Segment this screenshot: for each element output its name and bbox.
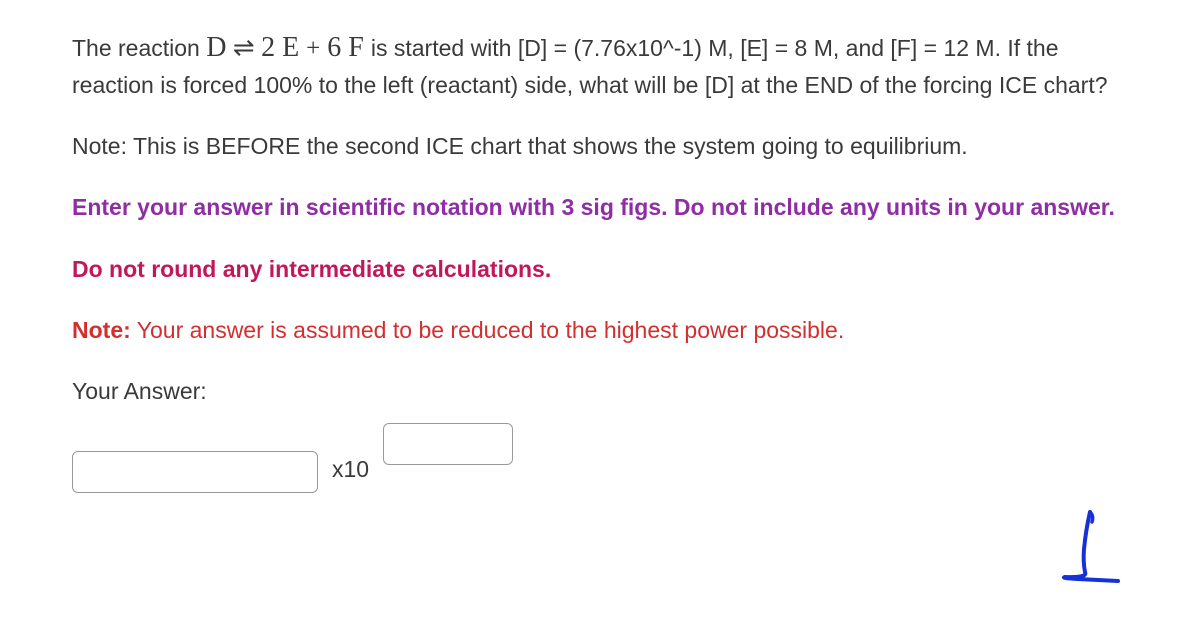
x10-label: x10 — [332, 453, 369, 486]
note-highest-power: Note: Your answer is assumed to be reduc… — [72, 314, 1128, 347]
your-answer-label: Your Answer: — [72, 375, 1128, 408]
instruction-no-rounding: Do not round any intermediate calculatio… — [72, 253, 1128, 286]
species-2e: 2 E — [261, 32, 306, 63]
question-suffix: is started with [D] = (7.76x10^-1) M, [E… — [72, 35, 1108, 98]
instruction-sigfigs: Enter your answer in scientific notation… — [72, 191, 1128, 224]
species-d: D — [206, 32, 226, 63]
species-6f: 6 F — [320, 32, 371, 63]
question-prefix: The reaction — [72, 35, 206, 61]
note-label: Note: — [72, 317, 131, 343]
note-text: Your answer is assumed to be reduced to … — [131, 317, 844, 343]
handwritten-annotation-icon — [1050, 504, 1130, 594]
question-text: The reaction D ⇌ 2 E + 6 F is started wi… — [72, 28, 1128, 102]
note-before-second-ice: Note: This is BEFORE the second ICE char… — [72, 130, 1128, 163]
answer-input-row: x10 — [72, 451, 1128, 493]
equilibrium-arrow-icon: ⇌ — [233, 29, 255, 67]
plus-sign: + — [306, 35, 320, 62]
coefficient-input[interactable] — [72, 451, 318, 493]
exponent-input[interactable] — [383, 423, 513, 465]
